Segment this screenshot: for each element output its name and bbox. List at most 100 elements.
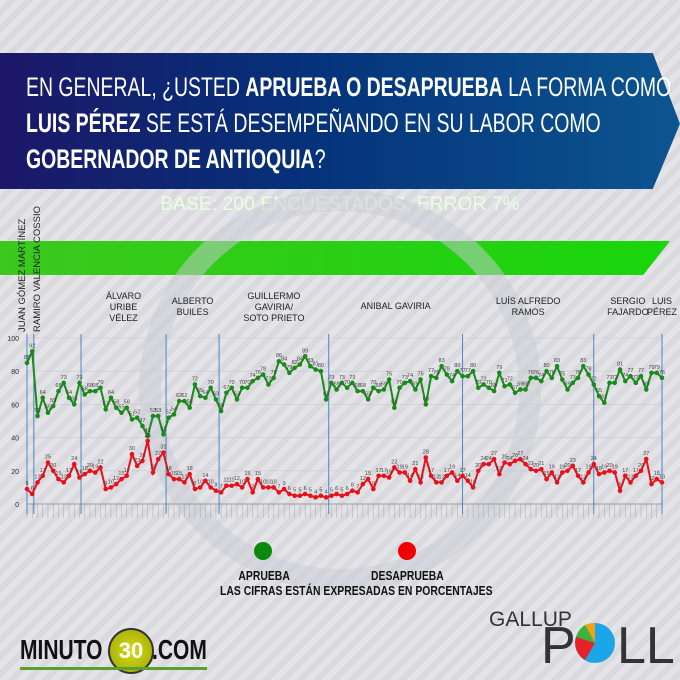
data-label: 4	[314, 489, 317, 495]
data-label: 27	[491, 451, 497, 457]
data-label: 76	[528, 370, 534, 376]
data-point	[71, 402, 77, 407]
data-label: 92	[29, 343, 35, 349]
data-point	[612, 380, 618, 386]
data-point	[271, 485, 276, 490]
data-point	[381, 387, 387, 392]
data-point	[575, 473, 581, 479]
data-label: 62	[176, 393, 182, 399]
period-label: URIBE	[110, 302, 138, 312]
data-label: 58	[113, 400, 119, 406]
data-point	[166, 415, 171, 420]
data-label: 17	[428, 468, 434, 474]
data-label: 10	[208, 479, 214, 485]
data-label: 13	[580, 474, 586, 480]
data-point	[523, 387, 528, 392]
data-label: 5	[298, 488, 301, 494]
data-point	[50, 403, 56, 409]
data-label: 80	[454, 363, 460, 369]
data-label: 73	[349, 375, 355, 381]
data-label: 17	[376, 468, 382, 474]
data-label: 55	[118, 405, 124, 411]
data-point	[559, 377, 565, 382]
data-point	[402, 470, 408, 475]
data-point	[596, 471, 602, 477]
data-label: 19	[549, 464, 555, 470]
data-point	[292, 493, 297, 499]
data-label: 64	[108, 390, 114, 396]
data-point	[161, 431, 166, 437]
data-label: 70	[344, 380, 350, 386]
data-point	[203, 478, 208, 484]
data-point	[392, 405, 397, 411]
data-label: 71	[501, 378, 507, 384]
data-point	[318, 368, 324, 374]
data-label: 5	[340, 488, 343, 494]
data-label: 69	[334, 381, 340, 387]
data-label: 83	[307, 358, 313, 364]
title-text: EN GENERAL, ¿USTED	[26, 72, 246, 102]
data-point	[108, 485, 114, 490]
data-label: 76	[549, 370, 555, 376]
data-label: 77	[638, 368, 644, 374]
data-point	[334, 387, 339, 392]
data-point	[145, 438, 151, 444]
data-label: 10	[470, 479, 476, 485]
data-label: 74	[538, 373, 544, 379]
data-label: 76	[659, 370, 665, 376]
data-point	[113, 481, 119, 487]
data-label: 76	[575, 370, 581, 376]
data-point	[591, 461, 597, 467]
data-label: 47	[139, 418, 145, 424]
data-label: 12	[234, 476, 240, 482]
data-point	[434, 375, 439, 381]
data-point	[628, 480, 633, 485]
y-tick-label: 40	[11, 436, 19, 443]
data-label: 20	[475, 463, 481, 469]
data-point	[502, 383, 507, 389]
data-point	[302, 491, 308, 497]
data-label: 22	[97, 459, 103, 465]
data-point	[281, 486, 287, 492]
y-tick-label: 20	[11, 469, 19, 476]
period-label: ÁLVARO	[106, 291, 141, 301]
data-label: 17	[444, 468, 450, 474]
data-label: 52	[166, 410, 172, 416]
data-point	[297, 362, 303, 367]
data-label: 80	[318, 363, 324, 369]
data-point	[87, 468, 93, 474]
data-point	[45, 460, 51, 465]
data-label: 20	[87, 463, 93, 469]
data-label: 83	[554, 358, 560, 364]
data-label: 76	[433, 370, 439, 376]
data-label: 13	[418, 474, 424, 480]
data-label: 89	[302, 348, 308, 354]
data-label: 73	[570, 375, 576, 381]
data-label: 19	[92, 464, 98, 470]
data-label: 15	[654, 471, 660, 477]
data-point	[213, 397, 219, 402]
data-point	[45, 410, 51, 416]
data-point	[355, 490, 360, 495]
data-point	[192, 382, 198, 387]
data-label: 64	[66, 390, 72, 396]
data-point	[313, 367, 318, 372]
data-point	[491, 456, 497, 462]
data-label: 17	[40, 468, 46, 474]
data-label: 18	[166, 466, 172, 472]
data-point	[134, 463, 140, 469]
question-title: EN GENERAL, ¿USTED APRUEBA O DESAPRUEBA …	[26, 69, 674, 177]
data-point	[155, 413, 161, 419]
data-label: 10	[108, 479, 114, 485]
data-label: 9	[25, 481, 28, 487]
data-point	[308, 363, 313, 369]
data-point	[239, 385, 245, 391]
period-label: VÉLEZ	[109, 313, 138, 323]
data-point	[497, 370, 502, 376]
data-point	[287, 370, 292, 376]
data-point	[292, 365, 297, 371]
data-label: 13	[627, 474, 633, 480]
data-point	[266, 485, 271, 490]
data-label: 53	[150, 408, 156, 414]
